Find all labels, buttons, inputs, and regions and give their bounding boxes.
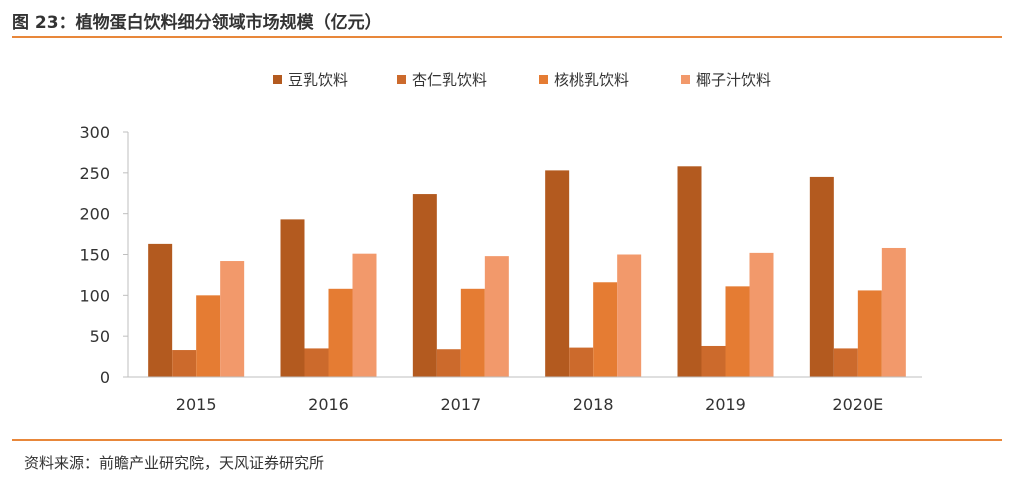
bar-2019-1 <box>701 345 726 377</box>
figure-title: 图 23：植物蛋白饮料细分领域市场规模（亿元） <box>12 13 382 33</box>
bar-2017-1 <box>436 349 461 377</box>
y-axis: 0 50 100 150 200 250 300 <box>79 123 129 387</box>
bar-2016-2 <box>328 288 353 377</box>
x-tick-label-4: 2019 <box>705 395 746 414</box>
bar-2019-2 <box>725 286 750 377</box>
bar-2016-3 <box>352 253 377 377</box>
x-tick-label-2: 2017 <box>440 395 481 414</box>
bar-2019-3 <box>749 252 774 377</box>
source-divider <box>12 439 1002 441</box>
legend-swatch-1 <box>397 75 406 84</box>
x-tick-label-1: 2016 <box>308 395 349 414</box>
y-tick-label-4: 200 <box>79 205 110 224</box>
y-tick-label-6: 300 <box>79 123 110 142</box>
bar-2015-3 <box>220 261 245 377</box>
bar-2020E-0 <box>809 176 834 377</box>
bar-2017-0 <box>412 194 437 377</box>
source-note: 资料来源：前瞻产业研究院，天风证券研究所 <box>24 454 325 472</box>
bar-2018-3 <box>617 254 642 377</box>
y-tick-label-1: 50 <box>90 327 110 346</box>
legend-label-2: 核桃乳饮料 <box>554 71 629 89</box>
bar-chart: 豆乳饮料 杏仁乳饮料 核桃乳饮料 椰子汁饮料 0 50 100 150 200 250 300 2… <box>79 71 922 414</box>
bar-2017-2 <box>460 288 485 377</box>
x-tick-label-3: 2018 <box>573 395 614 414</box>
title-divider <box>12 36 1002 38</box>
legend-swatch-2 <box>539 75 548 84</box>
bar-2019-0 <box>677 166 702 377</box>
legend-swatch-0 <box>273 75 282 84</box>
bar-2018-0 <box>545 170 570 377</box>
bar-2016-0 <box>280 219 305 377</box>
bar-2016-1 <box>304 348 329 377</box>
bar-2015-2 <box>196 295 221 377</box>
x-tick-label-0: 2015 <box>176 395 217 414</box>
bar-2015-0 <box>148 243 173 377</box>
y-tick-label-3: 150 <box>79 246 110 265</box>
bar-2017-3 <box>484 256 509 377</box>
legend-label-0: 豆乳饮料 <box>288 71 348 89</box>
bar-2015-1 <box>172 350 197 377</box>
bar-2018-1 <box>569 347 594 377</box>
bar-2020E-2 <box>857 290 882 377</box>
legend-swatch-3 <box>681 75 690 84</box>
y-tick-label-5: 250 <box>79 164 110 183</box>
legend: 豆乳饮料 杏仁乳饮料 核桃乳饮料 椰子汁饮料 <box>273 71 771 89</box>
bar-2018-2 <box>593 282 618 377</box>
bars <box>148 166 906 377</box>
x-tick-label-5: 2020E <box>832 395 883 414</box>
legend-label-3: 椰子汁饮料 <box>696 71 771 89</box>
y-tick-label-2: 100 <box>79 286 110 305</box>
legend-label-1: 杏仁乳饮料 <box>412 71 487 89</box>
bar-2020E-1 <box>833 348 858 377</box>
y-tick-label-0: 0 <box>100 368 110 387</box>
bar-2020E-3 <box>881 247 906 377</box>
x-axis: 2015 2016 2017 2018 2019 2020E <box>128 376 922 414</box>
